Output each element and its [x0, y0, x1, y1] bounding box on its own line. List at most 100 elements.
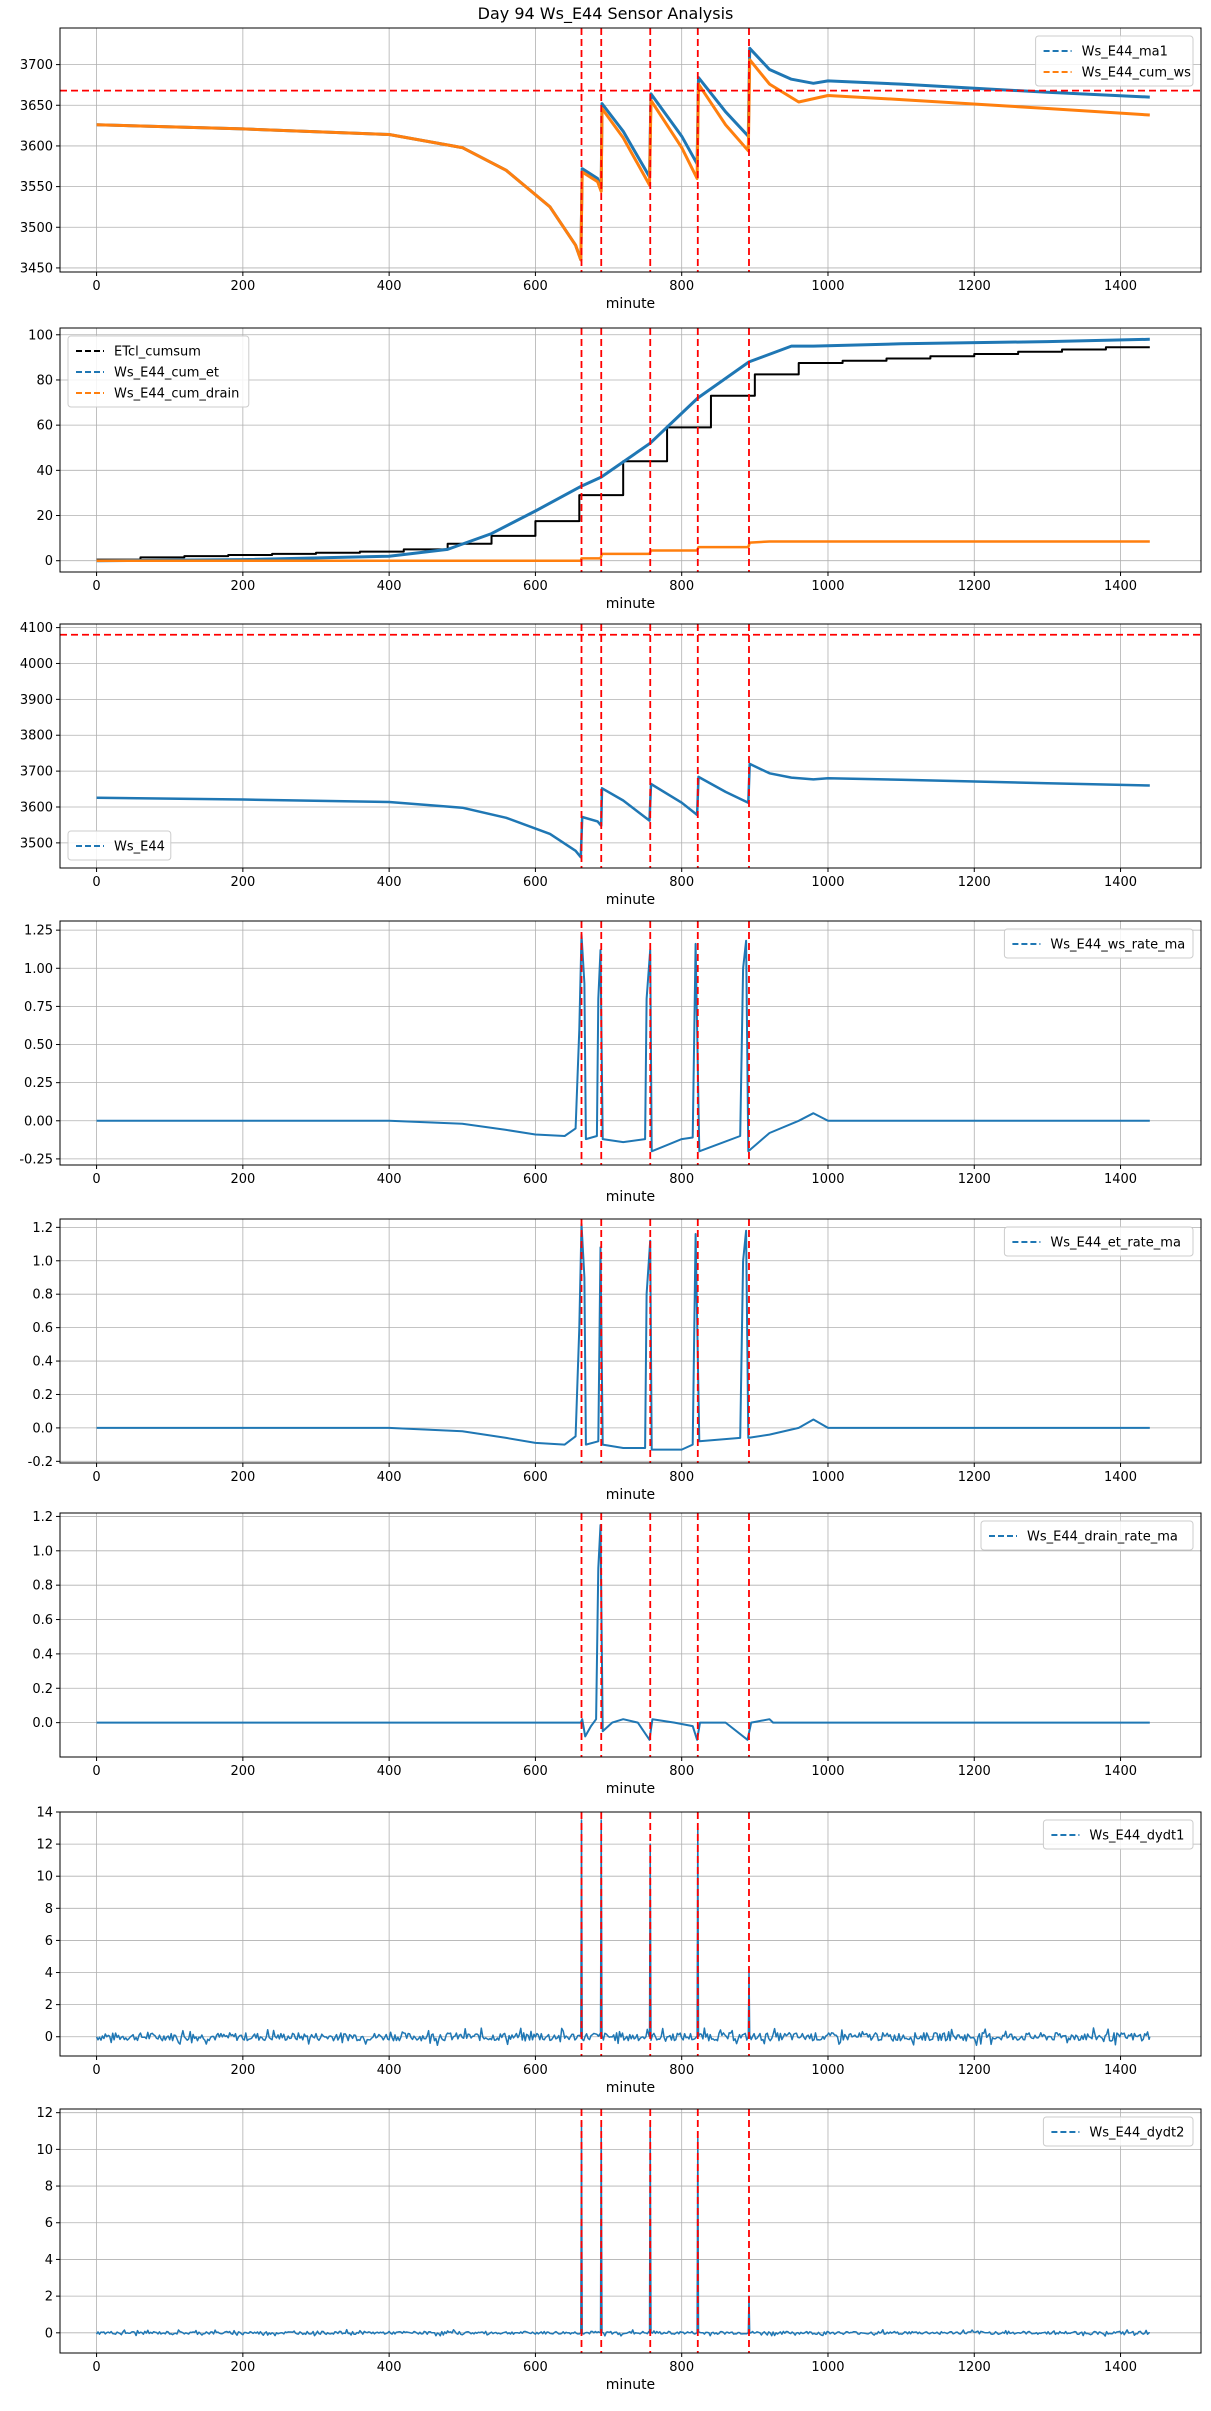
legend-label: Ws_E44_cum_et	[114, 366, 219, 381]
legend-box	[1003, 928, 1194, 959]
series-line-ws-e44-dydt1	[95, 1819, 1151, 2047]
legend-box	[67, 335, 250, 408]
y-tick-label: 0.6	[32, 1321, 53, 1336]
y-tick-label: 0.75	[24, 1000, 53, 1015]
legend: Ws_E44_dydt2	[1042, 2116, 1194, 2147]
series-line-ws-e44-cum-et	[96, 337, 1150, 563]
legend: Ws_E44_dydt1	[1042, 1819, 1194, 1850]
plot-area	[60, 28, 1201, 272]
x-tick-label: 1400	[1104, 2360, 1137, 2375]
x-tick-label: 200	[230, 579, 255, 594]
y-tick-label: 3700	[20, 765, 53, 780]
y-tick-label: 0	[45, 2030, 53, 2045]
y-tick-label: 1.0	[32, 1254, 53, 1269]
axes-frame	[59, 2108, 1202, 2354]
x-tick-label: 0	[92, 875, 100, 890]
legend-label: Ws_E44_cum_ws	[1082, 66, 1192, 81]
plot-area	[96, 1513, 1150, 1757]
x-tick-label: 400	[377, 1764, 402, 1779]
y-tick-label: 1.0	[32, 1544, 53, 1559]
x-tick-label: 200	[230, 2063, 255, 2078]
plot-area	[96, 328, 1150, 572]
y-tick-label: 3450	[20, 261, 53, 276]
x-axis-label: minute	[606, 2080, 655, 2096]
y-tick-label: 1.2	[32, 1510, 53, 1525]
axes-frame	[59, 1512, 1202, 1758]
x-tick-label: 800	[669, 875, 694, 890]
axes-frame	[59, 27, 1202, 273]
x-tick-label: 1000	[811, 579, 844, 594]
figure-title: Day 94 Ws_E44 Sensor Analysis	[477, 4, 734, 23]
legend: Ws_E44_et_rate_ma	[1003, 1226, 1194, 1257]
x-tick-label: 800	[669, 1764, 694, 1779]
x-tick-label: 400	[377, 279, 402, 294]
y-tick-label: 10	[36, 2143, 53, 2158]
x-tick-label: 200	[230, 279, 255, 294]
legend-label: Ws_E44	[114, 840, 165, 855]
legend-box	[980, 1520, 1194, 1551]
y-tick-label: 0.00	[24, 1114, 53, 1129]
y-tick-label: 0.2	[32, 1388, 53, 1403]
legend-label: Ws_E44_ma1	[1082, 45, 1168, 60]
legend: Ws_E44_drain_rate_ma	[980, 1520, 1194, 1551]
legend-label: Ws_E44_dydt1	[1089, 1829, 1184, 1844]
legend: Ws_E44_ma1 Ws_E44_cum_ws	[1035, 35, 1194, 87]
x-tick-label: 1400	[1104, 1470, 1137, 1485]
x-tick-label: 600	[523, 1470, 548, 1485]
axes-frame	[59, 623, 1202, 869]
x-tick-label: 800	[669, 1172, 694, 1187]
legend-box	[1003, 1226, 1194, 1257]
x-tick-label: 1000	[811, 1470, 844, 1485]
y-tick-label: -0.25	[19, 1152, 53, 1167]
x-tick-label: 1000	[811, 1764, 844, 1779]
x-tick-label: 1400	[1104, 579, 1137, 594]
chart-panel-6: 0 200 400 600 800 1000 1200 1400 0.0 0.2 0.4 0.6 0.8…	[32, 1510, 1202, 1797]
chart-panel-5: 0 200 400 600 800 1000 1200 1400 -0.2 0.0 0.2 0.4 0.…	[28, 1218, 1202, 1503]
x-tick-label: 800	[669, 2360, 694, 2375]
x-tick-label: 600	[523, 1764, 548, 1779]
x-tick-label: 600	[523, 2063, 548, 2078]
y-tick-label: 3800	[20, 729, 53, 744]
y-tick-label: 12	[36, 2106, 53, 2121]
plot-area	[96, 1219, 1150, 1463]
x-tick-label: 1400	[1104, 279, 1137, 294]
x-tick-label: 1200	[958, 279, 991, 294]
series-line-ws-e44-et-rate-ma	[96, 1223, 1150, 1451]
y-tick-label: 0.0	[32, 1716, 53, 1731]
y-tick-label: 3500	[20, 221, 53, 236]
y-tick-label: 6	[45, 1934, 53, 1949]
y-tick-label: 3900	[20, 693, 53, 708]
series-line-ws-e44-ws-rate-ma	[96, 933, 1150, 1153]
axes-frame	[59, 327, 1202, 573]
x-axis-label: minute	[606, 1189, 655, 1205]
legend-label: Ws_E44_cum_drain	[114, 387, 239, 402]
series-line-ws-e44-cum-drain	[96, 540, 1150, 562]
y-tick-label: 0.2	[32, 1682, 53, 1697]
x-tick-label: 1000	[811, 2063, 844, 2078]
x-tick-label: 400	[377, 2063, 402, 2078]
x-axis-label: minute	[606, 1487, 655, 1503]
y-tick-label: 1.2	[32, 1221, 53, 1236]
y-tick-label: 8	[45, 1902, 53, 1917]
x-axis-label: minute	[606, 296, 655, 312]
x-tick-label: 1200	[958, 1172, 991, 1187]
x-tick-label: 1200	[958, 2360, 991, 2375]
x-tick-label: 200	[230, 2360, 255, 2375]
x-tick-label: 400	[377, 2360, 402, 2375]
x-tick-label: 0	[92, 1470, 100, 1485]
y-tick-label: 4100	[20, 621, 53, 636]
y-tick-label: 0	[45, 554, 53, 569]
y-tick-label: 0.6	[32, 1613, 53, 1628]
x-tick-label: 1200	[958, 875, 991, 890]
x-tick-label: 1000	[811, 2360, 844, 2375]
y-tick-label: 1.00	[24, 962, 53, 977]
legend: ETcl_cumsum Ws_E44_cum_et Ws_E44_cum_drain	[67, 335, 250, 408]
y-tick-label: 60	[36, 419, 53, 434]
x-tick-label: 400	[377, 1172, 402, 1187]
x-tick-label: 600	[523, 279, 548, 294]
y-tick-label: 0.0	[32, 1421, 53, 1436]
x-tick-label: 600	[523, 2360, 548, 2375]
y-tick-label: 2	[45, 2290, 53, 2305]
plot-area	[96, 921, 1150, 1165]
